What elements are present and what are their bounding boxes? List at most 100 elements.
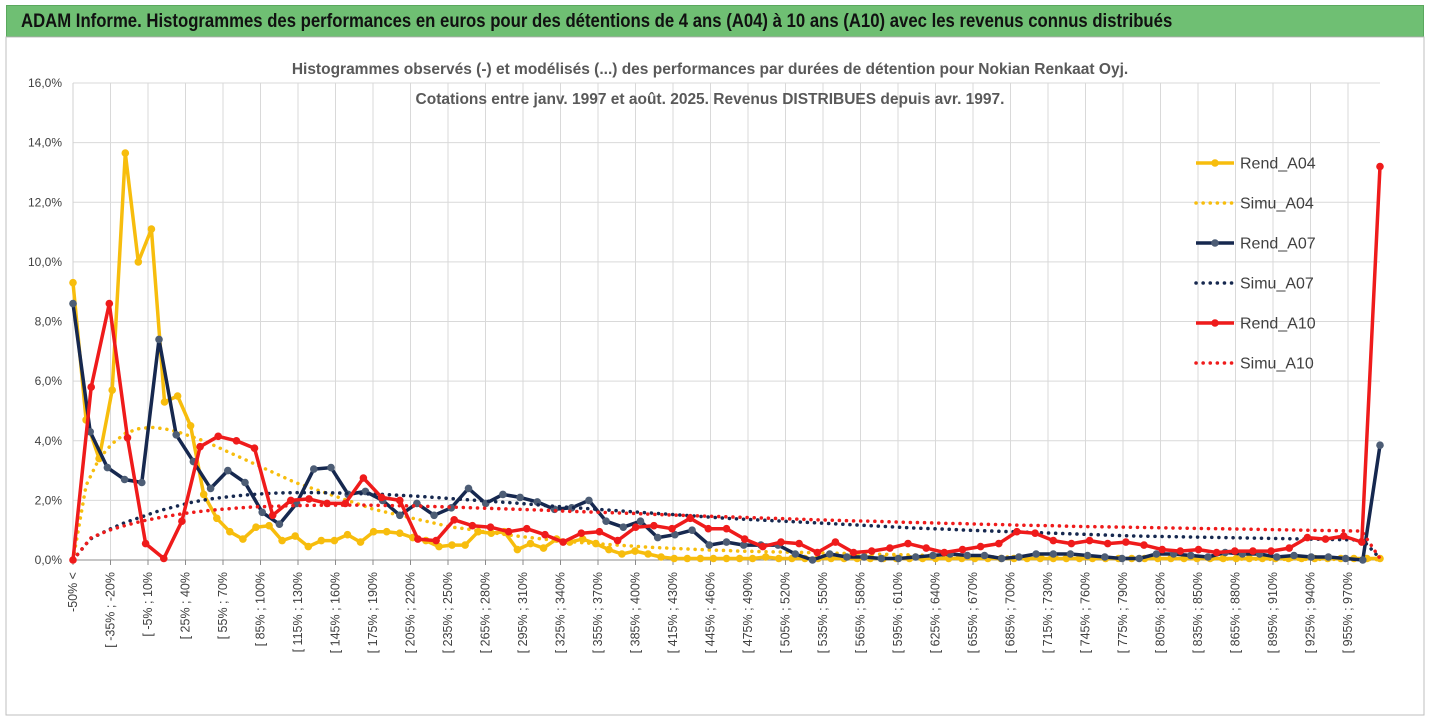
data-point-rend-a04 bbox=[526, 539, 535, 548]
data-point-rend-a10 bbox=[287, 496, 295, 505]
data-point-rend-a10 bbox=[87, 383, 95, 391]
legend: Rend_A04 Simu_A04 Rend_A07 Simu_A07 Rend_A10… bbox=[1194, 156, 1316, 373]
data-point-rend-a10 bbox=[976, 542, 985, 551]
data-point-rend-a10 bbox=[1231, 547, 1239, 555]
data-point-rend-a10 bbox=[577, 529, 586, 537]
data-point-rend-a10 bbox=[722, 524, 731, 533]
data-point-rend-a04 bbox=[618, 550, 626, 558]
data-point-rend-a04 bbox=[722, 554, 731, 563]
data-point-rend-a07 bbox=[1187, 551, 1195, 560]
data-point-rend-a10 bbox=[377, 493, 386, 502]
legend-label: Rend_A07 bbox=[1240, 236, 1316, 253]
report-title: ADAM Informe. Histogrammes des performan… bbox=[21, 11, 1173, 32]
data-point-rend-a04 bbox=[670, 554, 678, 563]
x-tick-label: [ 415% ; 430% bbox=[666, 572, 680, 653]
data-point-rend-a04 bbox=[186, 422, 195, 430]
data-point-rend-a07 bbox=[1015, 553, 1023, 561]
x-tick-label: [ 655% ; 670% bbox=[966, 572, 980, 653]
series bbox=[69, 149, 1384, 564]
data-point-rend-a10 bbox=[650, 521, 658, 530]
data-point-rend-a10 bbox=[958, 545, 967, 554]
x-tick-label: [ 445% ; 460% bbox=[704, 572, 718, 653]
legend-label: Simu_A10 bbox=[1240, 356, 1314, 373]
x-tick-label: [ 205% ; 220% bbox=[404, 572, 418, 653]
data-point-rend-a04 bbox=[578, 535, 587, 543]
data-point-rend-a04 bbox=[173, 392, 182, 400]
data-point-rend-a07 bbox=[1135, 554, 1143, 563]
data-point-rend-a04 bbox=[775, 554, 783, 563]
x-tick-label: [ 895% ; 910% bbox=[1266, 572, 1280, 653]
legend-entry-rend-a07: Rend_A07 bbox=[1196, 236, 1316, 253]
x-tick-label: [ 925% ; 940% bbox=[1304, 572, 1318, 653]
x-tick-label: [ 745% ; 760% bbox=[1079, 572, 1093, 653]
legend-entry-rend-a10: Rend_A10 bbox=[1196, 316, 1316, 333]
legend-marker bbox=[1211, 239, 1219, 247]
data-point-rend-a10 bbox=[541, 530, 549, 539]
data-point-rend-a07 bbox=[705, 541, 714, 549]
data-point-rend-a04 bbox=[199, 490, 208, 499]
data-point-rend-a07 bbox=[516, 493, 524, 502]
x-tick-label: [ 835% ; 850% bbox=[1191, 572, 1205, 653]
x-tick-label: [ 325% ; 340% bbox=[554, 572, 568, 653]
data-point-rend-a10 bbox=[468, 521, 477, 530]
data-point-rend-a10 bbox=[1013, 527, 1021, 536]
data-point-rend-a07 bbox=[1307, 553, 1315, 561]
data-point-rend-a10 bbox=[178, 517, 186, 525]
data-point-rend-a04 bbox=[396, 529, 404, 537]
chart-title: Histogrammes observés (-) et modélisés (… bbox=[292, 61, 1128, 78]
legend-entry-rend-a04: Rend_A04 bbox=[1196, 156, 1316, 173]
data-point-rend-a04 bbox=[461, 541, 469, 549]
data-point-rend-a07 bbox=[671, 530, 679, 539]
y-tick-label: 12,0% bbox=[28, 195, 62, 209]
data-point-rend-a07 bbox=[929, 551, 937, 560]
data-point-rend-a10 bbox=[886, 544, 894, 552]
data-point-rend-a10 bbox=[613, 536, 622, 545]
data-point-rend-a10 bbox=[1176, 547, 1185, 555]
data-point-rend-a10 bbox=[450, 516, 459, 524]
data-point-rend-a10 bbox=[1285, 544, 1293, 552]
legend-entry-simu-a10: Simu_A10 bbox=[1194, 356, 1314, 373]
data-point-rend-a07 bbox=[464, 484, 473, 493]
data-point-rend-a10 bbox=[559, 538, 567, 546]
data-point-rend-a10 bbox=[1358, 538, 1366, 546]
data-point-rend-a07 bbox=[327, 463, 335, 472]
data-point-rend-a04 bbox=[147, 225, 156, 233]
data-point-rend-a10 bbox=[105, 299, 114, 308]
data-point-rend-a07 bbox=[172, 431, 180, 439]
data-point-rend-a04 bbox=[356, 538, 365, 546]
data-point-rend-a07 bbox=[258, 508, 267, 517]
data-point-rend-a07 bbox=[688, 526, 696, 534]
legend-label: Rend_A04 bbox=[1240, 156, 1316, 173]
data-point-rend-a07 bbox=[1083, 551, 1092, 560]
data-point-rend-a10 bbox=[1212, 548, 1221, 557]
y-tick-label: 0,0% bbox=[35, 553, 63, 567]
data-point-rend-a04 bbox=[644, 550, 652, 558]
x-tick-label: [ 805% ; 820% bbox=[1154, 572, 1168, 653]
data-point-rend-a10 bbox=[1194, 545, 1203, 554]
y-tick-label: 2,0% bbox=[35, 493, 63, 507]
data-point-rend-a10 bbox=[1122, 538, 1130, 546]
data-point-rend-a07 bbox=[69, 299, 77, 308]
data-point-rend-a04 bbox=[317, 536, 326, 545]
data-point-rend-a10 bbox=[232, 437, 241, 445]
data-point-rend-a10 bbox=[940, 548, 949, 557]
series-line-simu-a10 bbox=[71, 503, 1382, 562]
data-point-rend-a04 bbox=[735, 554, 744, 563]
report-banner: ADAM Informe. Histogrammes des performan… bbox=[6, 5, 1424, 37]
data-point-rend-a10 bbox=[196, 442, 204, 451]
data-point-rend-a07 bbox=[1376, 441, 1384, 450]
x-tick-label: [ -35% ; -20% bbox=[104, 572, 118, 648]
chart-subtitle: Cotations entre janv. 1997 et août. 2025… bbox=[416, 91, 1005, 108]
data-point-rend-a10 bbox=[432, 536, 440, 545]
data-point-rend-a04 bbox=[160, 398, 169, 406]
x-tick-label: [ 295% ; 310% bbox=[516, 572, 530, 653]
data-point-rend-a10 bbox=[214, 432, 222, 441]
data-point-rend-a07 bbox=[653, 533, 662, 542]
data-point-rend-a10 bbox=[759, 542, 767, 551]
data-point-rend-a10 bbox=[123, 434, 132, 442]
data-point-rend-a07 bbox=[120, 475, 129, 484]
data-point-rend-a10 bbox=[849, 548, 858, 557]
data-point-rend-a07 bbox=[877, 554, 886, 563]
x-tick-label: [ 535% ; 550% bbox=[816, 572, 830, 653]
series-rend-a10 bbox=[69, 162, 1384, 564]
